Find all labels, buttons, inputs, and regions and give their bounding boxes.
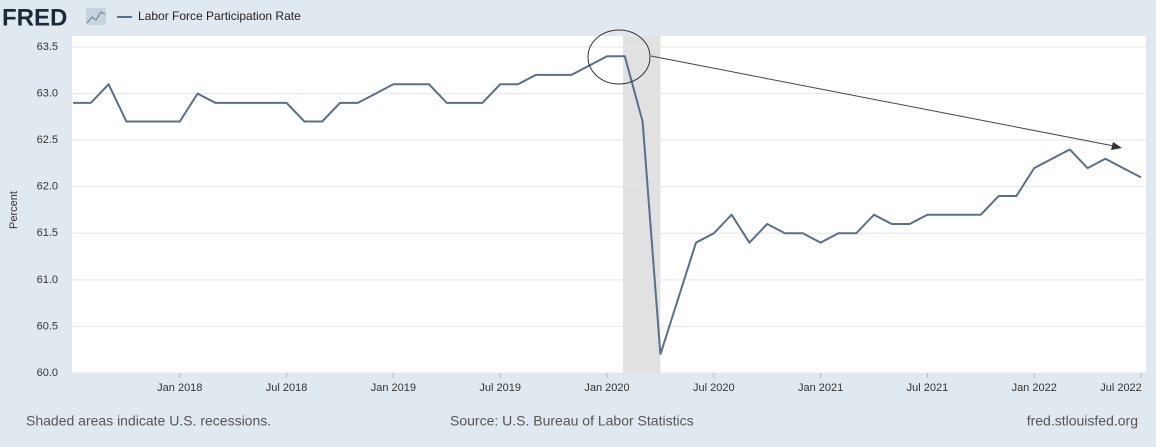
x-tick-label: Jan 2022 (1012, 382, 1057, 394)
footer-note: Shaded areas indicate U.S. recessions. (26, 413, 271, 429)
x-tick-label: Jan 2021 (798, 382, 843, 394)
recession-shade (623, 36, 661, 373)
y-tick-label: 61.0 (37, 274, 58, 286)
series-line (73, 55, 1142, 355)
y-tick-label: 60.5 (37, 320, 58, 332)
y-tick-label: 60.0 (37, 367, 58, 379)
annotation-arrow (650, 55, 1115, 147)
footer-source: Source: U.S. Bureau of Labor Statistics (450, 413, 694, 429)
y-tick-label: 62.0 (37, 181, 58, 193)
x-tick-label: Jan 2019 (371, 382, 416, 394)
y-tick-label: 61.5 (37, 227, 58, 239)
plot-area (72, 36, 1146, 373)
legend-label: Labor Force Participation Rate (138, 9, 301, 23)
x-tick-label: Jul 2018 (266, 382, 308, 394)
x-tick-label: Jul 2021 (907, 382, 949, 394)
footer-url: fred.stlouisfed.org (1027, 413, 1138, 429)
y-tick-label: 63.0 (37, 87, 58, 99)
x-tick-label: Jan 2020 (584, 382, 629, 394)
logo-icon (86, 8, 106, 25)
logo: FRED (2, 4, 67, 31)
x-tick-label: Jul 2020 (693, 382, 735, 394)
x-tick-label: Jan 2018 (157, 382, 202, 394)
annotation-circle (587, 29, 651, 85)
x-tick-label: Jul 2019 (479, 382, 521, 394)
y-tick-label: 63.5 (37, 41, 58, 53)
annotation-arrowhead (1111, 142, 1122, 150)
y-axis-label: Percent (8, 191, 20, 229)
y-tick-label: 62.5 (37, 134, 58, 146)
x-tick-label: Jul 2022 (1100, 382, 1142, 394)
